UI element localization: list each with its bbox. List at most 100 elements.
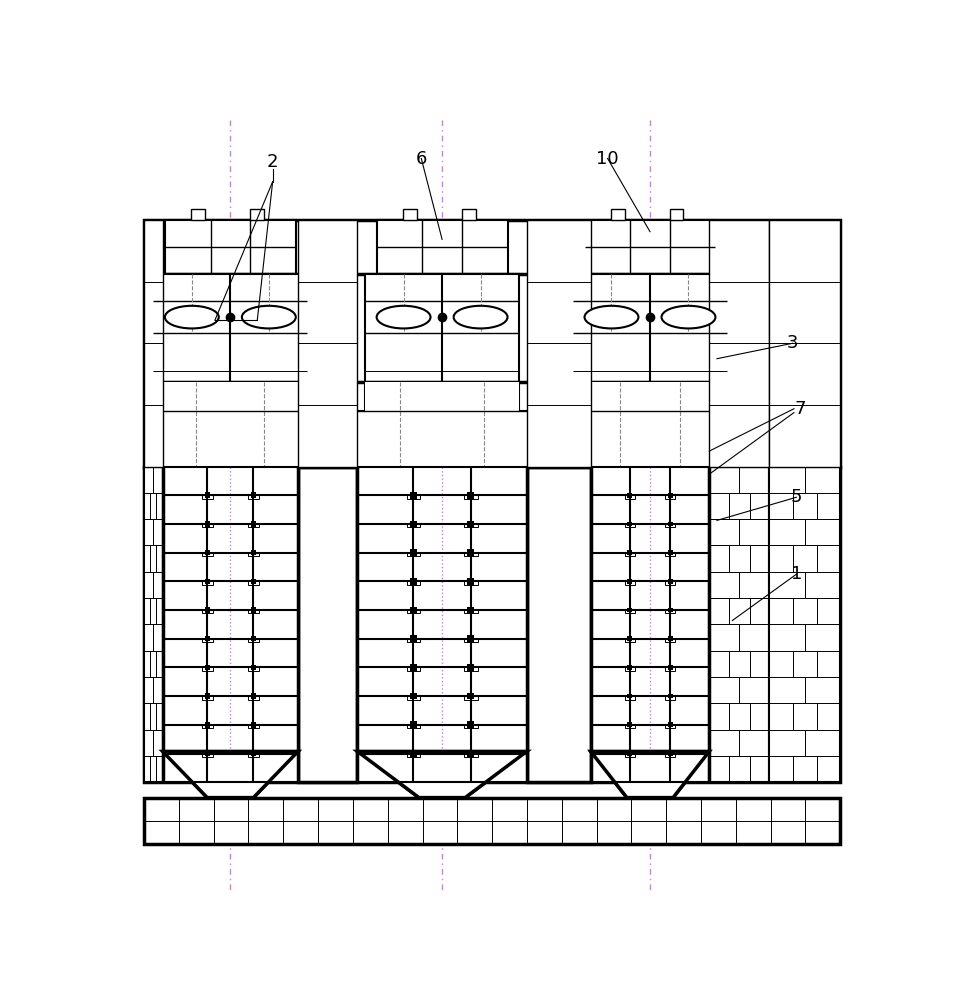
- Bar: [628, 579, 632, 584]
- Bar: [251, 751, 256, 756]
- Polygon shape: [162, 751, 298, 798]
- Bar: [410, 521, 417, 527]
- Bar: [205, 693, 210, 699]
- Bar: [461, 209, 476, 220]
- Bar: [205, 607, 210, 613]
- Bar: [144, 466, 840, 782]
- Bar: [154, 274, 308, 382]
- Bar: [357, 411, 527, 466]
- Bar: [467, 693, 475, 699]
- Bar: [410, 607, 417, 613]
- Bar: [191, 209, 205, 220]
- Bar: [154, 382, 308, 411]
- Bar: [467, 750, 475, 757]
- Bar: [358, 466, 526, 782]
- Bar: [709, 220, 770, 466]
- Bar: [628, 636, 632, 641]
- Bar: [668, 636, 673, 641]
- Bar: [573, 382, 727, 411]
- Bar: [410, 721, 417, 728]
- Bar: [709, 466, 770, 782]
- Bar: [205, 751, 210, 756]
- Bar: [162, 411, 298, 466]
- Bar: [668, 608, 673, 612]
- Polygon shape: [357, 751, 527, 798]
- Ellipse shape: [165, 306, 219, 328]
- Bar: [165, 220, 296, 274]
- Bar: [251, 521, 256, 527]
- Bar: [467, 635, 475, 642]
- Bar: [628, 550, 632, 555]
- Bar: [628, 694, 632, 698]
- Bar: [591, 411, 709, 466]
- Bar: [251, 579, 256, 584]
- Bar: [668, 550, 673, 555]
- Bar: [298, 220, 357, 466]
- Bar: [584, 220, 715, 274]
- Bar: [467, 578, 475, 585]
- Bar: [592, 466, 708, 782]
- Bar: [467, 664, 475, 671]
- Text: 5: 5: [791, 488, 802, 506]
- Bar: [365, 274, 519, 382]
- Bar: [668, 694, 673, 698]
- Bar: [668, 522, 673, 526]
- Bar: [668, 751, 673, 756]
- Text: 6: 6: [415, 149, 427, 167]
- Bar: [251, 693, 256, 699]
- Bar: [410, 693, 417, 699]
- Bar: [377, 220, 507, 274]
- Ellipse shape: [242, 306, 296, 328]
- Text: 3: 3: [787, 334, 799, 352]
- Bar: [205, 722, 210, 728]
- Bar: [467, 549, 475, 556]
- Bar: [205, 492, 210, 498]
- Bar: [144, 466, 162, 782]
- Bar: [144, 798, 840, 844]
- Bar: [573, 274, 727, 382]
- Text: 7: 7: [795, 400, 806, 418]
- Bar: [251, 636, 256, 641]
- Bar: [628, 608, 632, 612]
- Bar: [144, 220, 162, 466]
- Polygon shape: [591, 751, 709, 798]
- Bar: [205, 636, 210, 641]
- Bar: [628, 522, 632, 526]
- Text: 1: 1: [791, 565, 802, 583]
- Text: 10: 10: [597, 149, 619, 167]
- Bar: [144, 220, 840, 466]
- Bar: [668, 665, 673, 670]
- Bar: [251, 665, 256, 670]
- Bar: [410, 549, 417, 556]
- Ellipse shape: [454, 306, 507, 328]
- Bar: [410, 635, 417, 642]
- Ellipse shape: [661, 306, 715, 328]
- Bar: [410, 750, 417, 757]
- Bar: [205, 579, 210, 584]
- Bar: [365, 382, 519, 411]
- Bar: [668, 579, 673, 584]
- Bar: [251, 722, 256, 728]
- Bar: [205, 665, 210, 670]
- Ellipse shape: [377, 306, 431, 328]
- Bar: [163, 466, 297, 782]
- Text: 2: 2: [267, 153, 279, 171]
- Bar: [668, 722, 673, 727]
- Ellipse shape: [584, 306, 638, 328]
- Bar: [628, 665, 632, 670]
- Bar: [467, 721, 475, 728]
- Bar: [205, 550, 210, 555]
- Bar: [628, 493, 632, 498]
- Bar: [403, 209, 417, 220]
- Bar: [668, 493, 673, 498]
- Bar: [410, 664, 417, 671]
- Bar: [610, 209, 625, 220]
- Bar: [467, 492, 475, 499]
- Bar: [467, 521, 475, 527]
- Bar: [770, 220, 840, 466]
- Bar: [670, 209, 683, 220]
- Bar: [527, 466, 591, 782]
- Bar: [527, 220, 591, 466]
- Bar: [628, 751, 632, 756]
- Bar: [628, 722, 632, 727]
